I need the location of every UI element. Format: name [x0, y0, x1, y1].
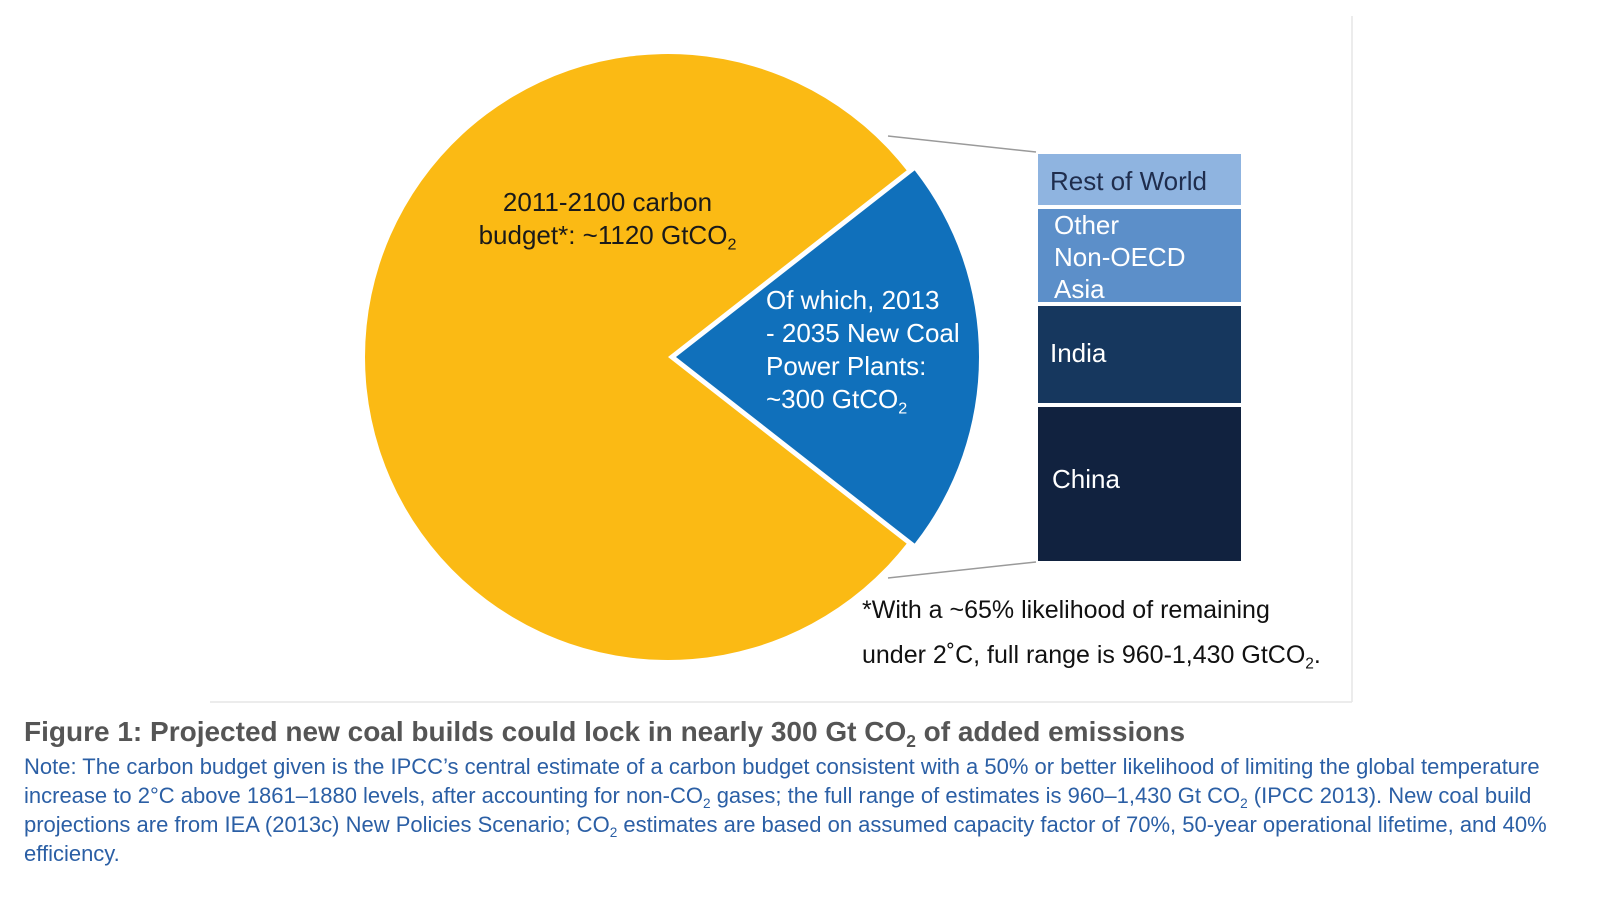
pie-slice-carbon-budget: [365, 53, 907, 660]
breakdown-bar: [1038, 154, 1241, 561]
figure-note: Note: The carbon budget given is the IPC…: [24, 754, 1547, 866]
figure-caption: Figure 1: Projected new coal builds coul…: [24, 716, 1186, 752]
new-coal-label: Of which, 2013 - 2035 New Coal Power Pla…: [766, 284, 976, 418]
pie-chart: [210, 16, 1353, 703]
chart-area: 2011-2100 carbon budget*: ~1120 GtCO2 Of…: [210, 16, 1382, 703]
footnote-line2: under 2˚C, full range is 960-1,430 GtCO2…: [862, 641, 1321, 673]
likelihood-footnote: *With a ~65% likelihood of remaining und…: [862, 588, 1382, 678]
new-coal-label-line1: Of which, 2013: [766, 285, 940, 315]
footnote-line1: *With a ~65% likelihood of remaining: [862, 596, 1270, 624]
carbon-budget-label-line2: budget*: ~1120 GtCO2: [478, 220, 737, 254]
segment-label-china: China: [1052, 464, 1120, 494]
bar-segment-china: [1038, 407, 1241, 561]
segment-label-other-non-oecd-asia: Other Non-OECD Asia: [1054, 210, 1186, 304]
new-coal-label-line2: - 2035 New Coal: [766, 318, 960, 348]
pie-slice-new-coal-plants: [676, 170, 980, 544]
connector-line-top: [887, 135, 1037, 153]
segment-label-rest-of-world: Rest of World: [1050, 166, 1208, 196]
new-coal-label-line3: Power Plants:: [766, 351, 927, 381]
pie-slices: [365, 53, 980, 660]
bar-segment-india: [1038, 306, 1241, 403]
bar-segment-other-non-oecd-asia: [1038, 209, 1241, 302]
carbon-budget-label-line1: 2011-2100 carbon: [502, 187, 713, 217]
bar-segment-rest-of-world: [1038, 154, 1241, 205]
connector-line-bottom: [887, 561, 1037, 579]
carbon-budget-label: 2011-2100 carbon budget*: ~1120 GtCO2: [440, 186, 775, 254]
new-coal-label-line4: ~300 GtCO2: [766, 384, 908, 418]
segment-label-india: India: [1050, 338, 1107, 368]
